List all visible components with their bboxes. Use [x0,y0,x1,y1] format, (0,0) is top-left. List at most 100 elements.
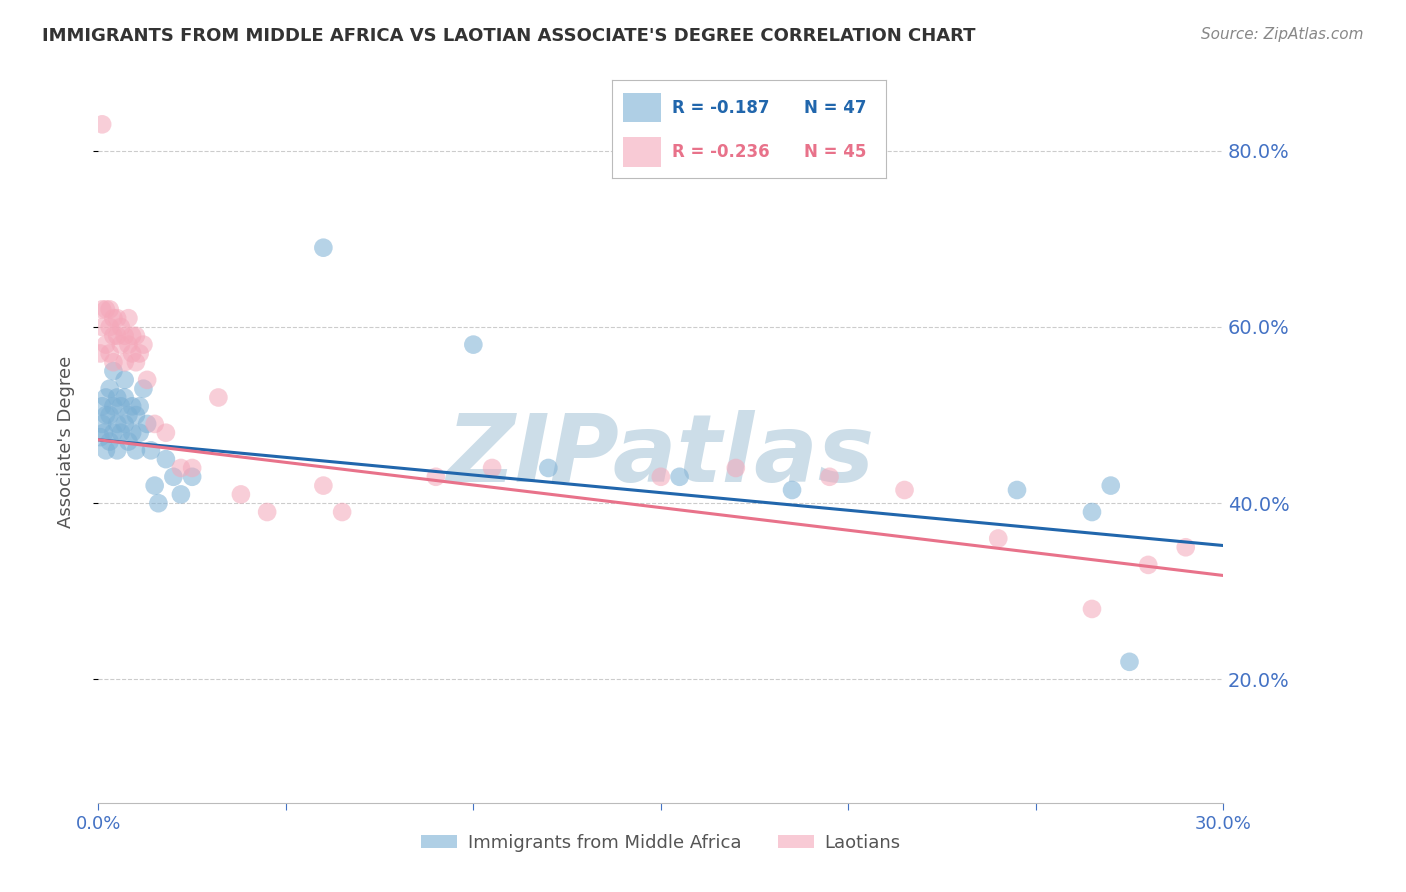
Point [117,434,139,449]
Point [105,311,128,326]
Point [114,391,136,405]
Point [312,241,335,255]
Point [117,408,139,422]
Point [1081,505,1104,519]
Point [91,302,114,317]
Point [780,483,803,497]
Point [94,302,117,317]
Point [110,320,132,334]
Point [98,346,121,360]
Point [94,391,117,405]
Text: R = -0.236: R = -0.236 [672,143,769,161]
Legend: Immigrants from Middle Africa, Laotians: Immigrants from Middle Africa, Laotians [413,826,908,859]
Point [103,311,125,326]
Point [94,408,117,422]
Point [89,430,111,444]
Point [162,470,184,484]
Point [110,399,132,413]
Point [128,346,150,360]
Point [121,346,143,360]
Point [1099,478,1122,492]
Point [1137,558,1160,572]
Point [132,337,155,351]
Point [91,320,114,334]
Point [312,478,335,492]
Point [893,483,915,497]
Point [463,337,485,351]
Point [128,399,150,413]
Text: R = -0.187: R = -0.187 [672,99,769,117]
Point [110,337,132,351]
Point [93,425,115,440]
Point [125,443,148,458]
Point [987,532,1010,546]
Point [103,328,125,343]
Point [155,425,177,440]
Point [98,320,121,334]
Point [98,302,121,317]
Point [94,443,117,458]
Point [98,408,121,422]
Point [98,382,121,396]
Point [132,382,155,396]
Point [125,328,148,343]
Point [170,487,193,501]
Point [128,425,150,440]
Point [425,470,447,484]
Point [89,346,111,360]
Point [136,373,159,387]
Text: N = 47: N = 47 [804,99,866,117]
Point [143,478,166,492]
Point [114,355,136,369]
Point [1005,483,1028,497]
Point [105,391,128,405]
Point [818,470,841,484]
Point [143,417,166,431]
Point [114,417,136,431]
Bar [623,137,661,167]
Point [256,505,278,519]
Point [136,417,159,431]
Point [170,461,193,475]
Point [537,461,560,475]
Point [229,487,252,501]
Point [121,328,143,343]
Point [207,391,229,405]
Point [105,443,128,458]
Point [114,373,136,387]
Text: IMMIGRANTS FROM MIDDLE AFRICA VS LAOTIAN ASSOCIATE'S DEGREE CORRELATION CHART: IMMIGRANTS FROM MIDDLE AFRICA VS LAOTIAN… [42,27,976,45]
Y-axis label: Associate's Degree: Associate's Degree [56,355,75,528]
Point [139,443,162,458]
Point [117,337,139,351]
Point [103,425,125,440]
Point [650,470,672,484]
Point [114,328,136,343]
Bar [623,93,661,122]
Point [105,328,128,343]
Text: N = 45: N = 45 [804,143,866,161]
Point [91,117,114,131]
Point [110,425,132,440]
Point [481,461,503,475]
Point [103,364,125,378]
Point [330,505,353,519]
Point [1118,655,1140,669]
Text: ZIPatlas: ZIPatlas [447,410,875,502]
Point [148,496,170,510]
Point [125,408,148,422]
Point [121,399,143,413]
Point [98,434,121,449]
Point [125,355,148,369]
Point [1174,541,1197,555]
Point [724,461,747,475]
Text: Source: ZipAtlas.com: Source: ZipAtlas.com [1201,27,1364,42]
Point [91,399,114,413]
Point [94,337,117,351]
Point [103,399,125,413]
Point [117,311,139,326]
Point [155,452,177,467]
Point [181,470,204,484]
Point [1081,602,1104,616]
Point [121,425,143,440]
Point [668,470,690,484]
